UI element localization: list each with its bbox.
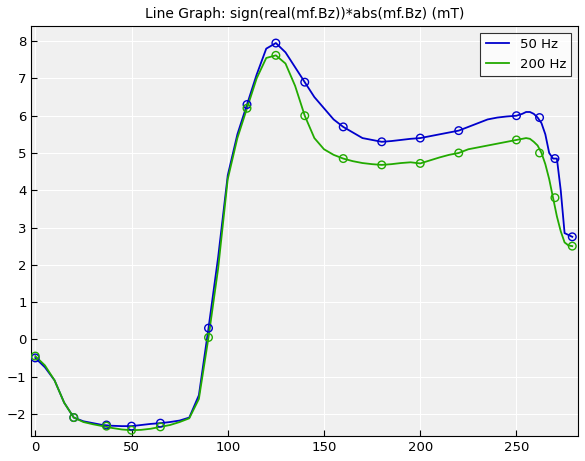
Point [69,414,78,421]
50 Hz [561,230,568,236]
Point [535,114,544,121]
Point [454,127,463,134]
Point [415,160,425,167]
Point [127,422,136,430]
Point [550,155,560,162]
Point [204,334,213,341]
Point [415,135,425,142]
200 Hz [186,415,193,421]
Point [156,423,165,431]
200 Hz [311,136,318,141]
Point [300,78,309,86]
Line: 200 Hz: 200 Hz [35,55,572,430]
50 Hz [542,131,549,137]
50 Hz [118,423,125,429]
50 Hz [311,95,318,100]
50 Hz [224,172,231,178]
Point [535,149,544,157]
Point [512,112,521,119]
Point [127,426,136,434]
50 Hz [273,40,280,46]
Title: Line Graph: sign(real(mf.Bz))*abs(mf.Bz) (mT): Line Graph: sign(real(mf.Bz))*abs(mf.Bz)… [145,7,464,21]
200 Hz [32,353,39,359]
Point [242,105,252,112]
Point [377,161,387,169]
Point [454,149,463,157]
50 Hz [186,415,193,420]
Point [339,155,348,162]
Point [69,414,78,421]
Point [550,194,560,201]
Point [567,233,577,241]
Point [156,420,165,427]
Point [300,112,309,119]
Point [377,138,387,146]
200 Hz [369,161,376,167]
Point [271,52,281,59]
200 Hz [273,53,280,58]
Point [204,325,213,332]
50 Hz [369,137,376,143]
Point [102,421,111,429]
Legend: 50 Hz, 200 Hz: 50 Hz, 200 Hz [480,33,572,76]
50 Hz [569,234,576,240]
Point [339,123,348,130]
200 Hz [128,427,135,433]
50 Hz [32,355,39,361]
Point [567,242,577,250]
Point [102,422,111,430]
Point [512,136,521,144]
Line: 50 Hz: 50 Hz [35,43,572,426]
200 Hz [569,243,576,249]
Point [242,101,252,108]
Point [30,354,40,361]
200 Hz [561,240,568,245]
200 Hz [542,161,549,167]
200 Hz [224,176,231,182]
Point [271,39,281,47]
Point [30,352,40,360]
